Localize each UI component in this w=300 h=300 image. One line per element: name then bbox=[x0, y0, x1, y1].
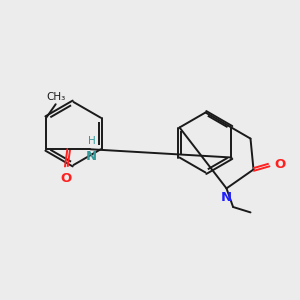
Text: N: N bbox=[86, 150, 97, 163]
Text: H: H bbox=[88, 136, 95, 146]
Text: CH₃: CH₃ bbox=[47, 92, 66, 102]
Text: O: O bbox=[275, 158, 286, 172]
Text: N: N bbox=[220, 191, 232, 204]
Text: O: O bbox=[60, 172, 71, 185]
